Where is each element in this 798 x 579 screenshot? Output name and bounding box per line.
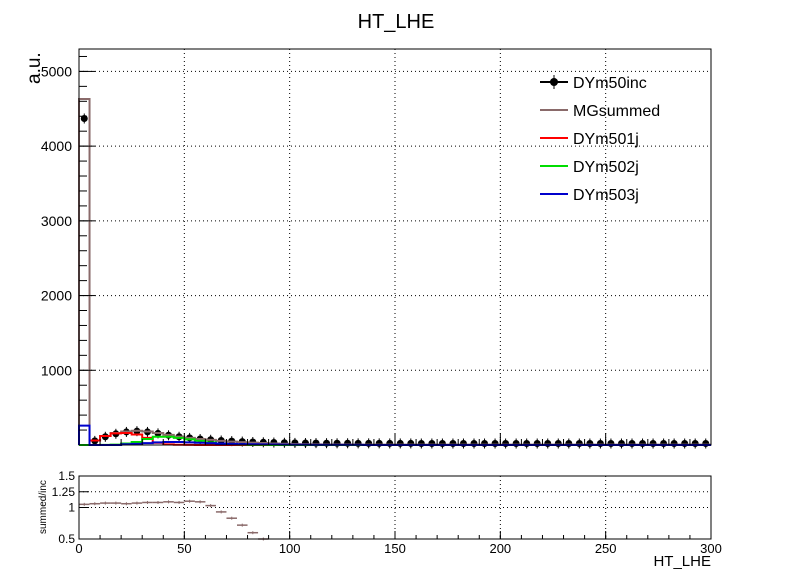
legend-label: DYm50inc	[573, 75, 647, 92]
ratio-x-tick-label: 250	[595, 541, 617, 556]
main-y-axis-label: a.u.	[24, 52, 45, 84]
legend-label: DYm502j	[573, 159, 639, 176]
legend-label: MGsummed	[573, 103, 660, 120]
legend: DYm50inc MGsummed DYm501j DYm502j DYm503j	[540, 75, 660, 204]
main-y-tick-label: 1000	[41, 362, 72, 378]
main-x-axis-ticks	[78, 433, 712, 445]
legend-entry-MGsummed: MGsummed	[540, 103, 660, 120]
legend-entry-DYm502j: DYm502j	[540, 159, 639, 176]
main-gridlines	[79, 49, 711, 445]
legend-label: DYm501j	[573, 131, 639, 148]
main-y-tick-label: 4000	[41, 138, 72, 154]
ratio-series	[79, 499, 269, 541]
ratio-y-tick-label: 1	[68, 501, 75, 515]
legend-label: DYm503j	[573, 187, 639, 204]
ratio-y-axis-label: summed/inc	[38, 480, 49, 534]
ratio-x-tick-label: 100	[279, 541, 301, 556]
legend-entry-DYm501j: DYm501j	[540, 131, 639, 148]
ratio-x-tick-label: 50	[177, 541, 191, 556]
ratio-y-tick-label: 0.5	[58, 532, 75, 546]
ratio-gridlines	[79, 476, 711, 539]
ratio-x-tick-label: 200	[489, 541, 511, 556]
main-y-tick-label: 5000	[41, 63, 72, 79]
ratio-series-layer	[79, 499, 269, 541]
main-y-axis: 1000 2000 3000 4000 5000	[41, 55, 95, 431]
legend-entry-DYm503j: DYm503j	[540, 187, 639, 204]
ratio-x-tick-label: 300	[700, 541, 722, 556]
ratio-y-tick-label: 1.5	[58, 469, 75, 483]
ratio-y-tick-label: 1.25	[52, 485, 76, 499]
main-y-tick-label: 2000	[41, 288, 72, 304]
legend-entry-DYm50inc: DYm50inc	[540, 75, 647, 92]
ratio-x-tick-label: 0	[75, 541, 82, 556]
chart-title: HT_LHE	[358, 11, 435, 33]
main-y-tick-label: 3000	[41, 213, 72, 229]
ratio-y-axis: 0.5 1 1.25 1.5	[52, 469, 89, 546]
ratio-x-axis-label: HT_LHE	[653, 553, 711, 570]
ratio-x-axis: 0 50 100 150 200 250 300	[75, 531, 722, 556]
ratio-x-tick-label: 150	[384, 541, 406, 556]
